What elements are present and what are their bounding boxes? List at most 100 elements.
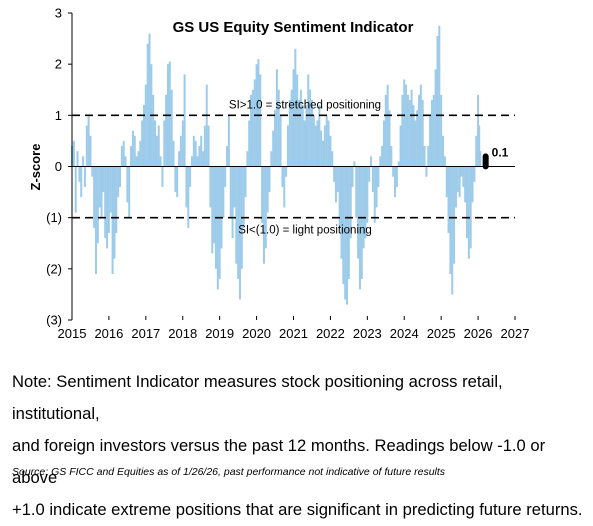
data-bar — [294, 48, 297, 167]
data-bar — [274, 110, 277, 167]
x-tick-label: 2016 — [94, 326, 123, 340]
data-bar — [382, 120, 385, 167]
data-bar — [196, 156, 199, 167]
data-bar — [399, 125, 402, 167]
data-bar — [76, 151, 79, 167]
data-bar — [338, 166, 341, 228]
data-bar — [80, 166, 83, 198]
data-bar — [72, 140, 75, 167]
data-bar — [299, 89, 302, 167]
data-bar — [126, 166, 129, 203]
data-bar — [266, 166, 269, 213]
data-bar — [200, 135, 203, 167]
data-bar — [261, 166, 264, 223]
data-bar — [333, 166, 336, 182]
data-bar — [251, 89, 254, 167]
data-bar — [371, 166, 374, 193]
data-bar — [131, 130, 134, 167]
data-bar — [122, 140, 125, 167]
data-bar — [192, 135, 195, 167]
data-bar — [262, 166, 265, 264]
data-bar — [296, 74, 299, 167]
data-bar — [85, 125, 88, 167]
note-line: and foreign investors versus the past 12… — [12, 436, 546, 487]
x-tick-label: 2019 — [205, 326, 234, 340]
data-bar — [397, 161, 400, 167]
data-bar — [285, 166, 288, 177]
data-bar — [117, 166, 120, 198]
data-bar — [268, 166, 271, 193]
x-tick-label: 2018 — [168, 326, 197, 340]
data-bar — [242, 166, 245, 228]
data-bar — [423, 146, 426, 167]
data-bar — [107, 166, 110, 234]
data-bar — [231, 166, 234, 239]
data-bar — [233, 166, 236, 208]
data-bar — [471, 166, 474, 203]
data-bar — [146, 43, 149, 167]
x-tick-label: 2025 — [427, 326, 456, 340]
data-bar — [309, 89, 312, 167]
data-bar — [364, 166, 367, 239]
data-bar — [272, 130, 275, 167]
data-bar — [395, 166, 398, 187]
data-bar — [310, 99, 313, 167]
data-bar — [96, 166, 99, 244]
data-bar — [478, 125, 481, 167]
data-bar — [248, 120, 251, 167]
data-bar — [427, 146, 430, 167]
data-bar — [469, 166, 472, 249]
data-bar — [353, 161, 356, 167]
data-bar — [290, 89, 293, 167]
data-bar — [238, 166, 241, 300]
data-bar — [425, 166, 428, 177]
latest-value-label: 0.1 — [492, 145, 509, 159]
data-bar — [178, 151, 181, 167]
data-bar — [421, 99, 424, 167]
data-bar — [118, 166, 121, 187]
data-bar — [222, 166, 225, 218]
data-bar — [447, 166, 450, 234]
data-bar — [375, 166, 378, 208]
data-bar — [216, 166, 219, 290]
data-bar — [466, 166, 469, 239]
data-bar — [93, 166, 96, 228]
data-bar — [347, 166, 350, 280]
data-bar — [362, 166, 365, 249]
data-bars — [71, 25, 482, 305]
data-bar — [373, 166, 376, 223]
data-bar — [161, 166, 164, 187]
x-tick-label: 2024 — [390, 326, 419, 340]
data-bar — [445, 166, 448, 198]
data-bar — [473, 166, 476, 182]
data-bar — [157, 125, 160, 167]
data-bar — [133, 135, 136, 167]
data-bar — [329, 135, 332, 167]
data-bar — [464, 166, 467, 203]
data-bar — [270, 151, 273, 167]
x-tick-label: 2015 — [58, 326, 87, 340]
data-bar — [106, 166, 109, 249]
data-bar — [340, 166, 343, 259]
data-bar — [307, 74, 310, 167]
data-bar — [275, 69, 278, 167]
data-bar — [440, 94, 443, 167]
data-bar — [257, 59, 260, 167]
x-tick-label: 2022 — [316, 326, 345, 340]
data-bar — [91, 166, 94, 177]
data-bar — [176, 166, 179, 198]
data-bar — [179, 135, 182, 167]
data-bar — [460, 166, 463, 177]
data-bar — [286, 125, 289, 167]
y-axis-ticks: 3 2 1 0 (1) (2) (3) — [46, 6, 72, 328]
note-line: +1.0 indicate extreme positions that are… — [12, 500, 583, 519]
data-bar — [370, 156, 373, 167]
data-bar — [98, 166, 101, 208]
data-bar — [386, 84, 389, 167]
data-bar — [78, 166, 81, 182]
data-bar — [253, 79, 256, 167]
data-bar — [142, 105, 145, 167]
data-bar — [205, 84, 208, 167]
data-bar — [159, 156, 162, 167]
